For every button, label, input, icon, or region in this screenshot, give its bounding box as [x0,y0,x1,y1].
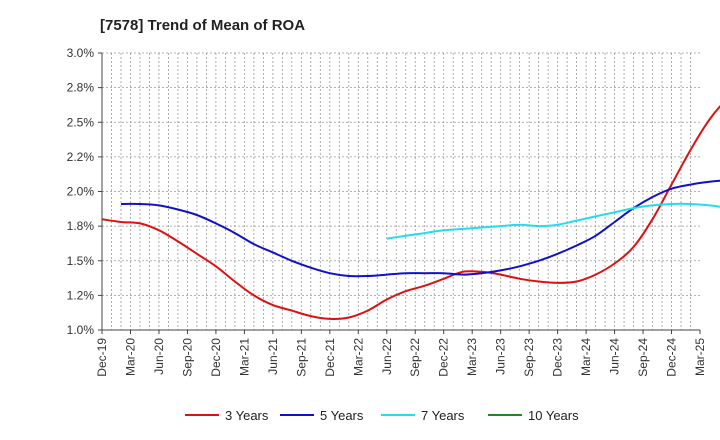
legend-label: 10 Years [528,408,579,423]
y-tick-label: 3.0% [67,46,95,60]
y-tick-label: 2.2% [67,150,95,164]
x-tick-label: Mar-20 [123,338,137,376]
x-tick-label: Jun-20 [152,338,166,375]
y-tick-label: 2.8% [67,81,95,95]
x-tick-label: Sep-21 [294,338,308,377]
chart-title: [7578] Trend of Mean of ROA [100,17,305,34]
y-tick-label: 2.0% [67,185,95,199]
x-tick-label: Jun-22 [380,338,394,375]
series-line-3-years [101,104,720,321]
x-tick-label: Dec-21 [323,338,337,377]
x-tick-label: Dec-23 [551,338,565,377]
legend-label: 3 Years [225,408,269,423]
legend-label: 7 Years [421,408,465,423]
x-tick-label: Sep-20 [180,338,194,377]
x-tick-label: Mar-22 [351,338,365,376]
x-tick-label: Mar-25 [693,338,707,376]
x-tick-label: Jun-23 [494,338,508,375]
x-tick-label: Mar-21 [237,338,251,376]
legend: 3 Years 5 Years 7 Years 10 Years [185,408,579,423]
plot-area [102,53,700,330]
x-tick-label: Jun-21 [266,338,280,375]
x-tick-label: Dec-20 [209,338,223,377]
legend-label: 5 Years [320,408,364,423]
series-layer [101,104,720,321]
y-tick-label: 2.5% [67,115,95,129]
axis-layer: 1.0% 1.2% 1.5% 1.8% 2.0% 2.2% 2.5% 2.8% 3.0% Dec-… [67,46,707,377]
x-tick-label: Sep-22 [408,338,422,377]
x-tick-label: Mar-24 [579,338,593,376]
x-tick-label: Sep-23 [522,338,536,377]
x-tick-label: Dec-22 [437,338,451,377]
x-tick-label: Jun-24 [608,338,622,375]
y-tick-label: 1.2% [67,288,95,302]
grid-layer [102,52,700,330]
y-tick-label: 1.8% [67,219,95,233]
series-line-7-years [386,202,720,240]
series-line-5-years [120,179,720,278]
y-tick-label: 1.0% [67,323,95,337]
x-tick-label: Dec-24 [665,338,679,377]
x-tick-label: Dec-19 [95,338,109,377]
x-tick-label: Mar-23 [465,338,479,376]
x-tick-label: Sep-24 [636,338,650,377]
y-tick-label: 1.5% [67,254,95,268]
